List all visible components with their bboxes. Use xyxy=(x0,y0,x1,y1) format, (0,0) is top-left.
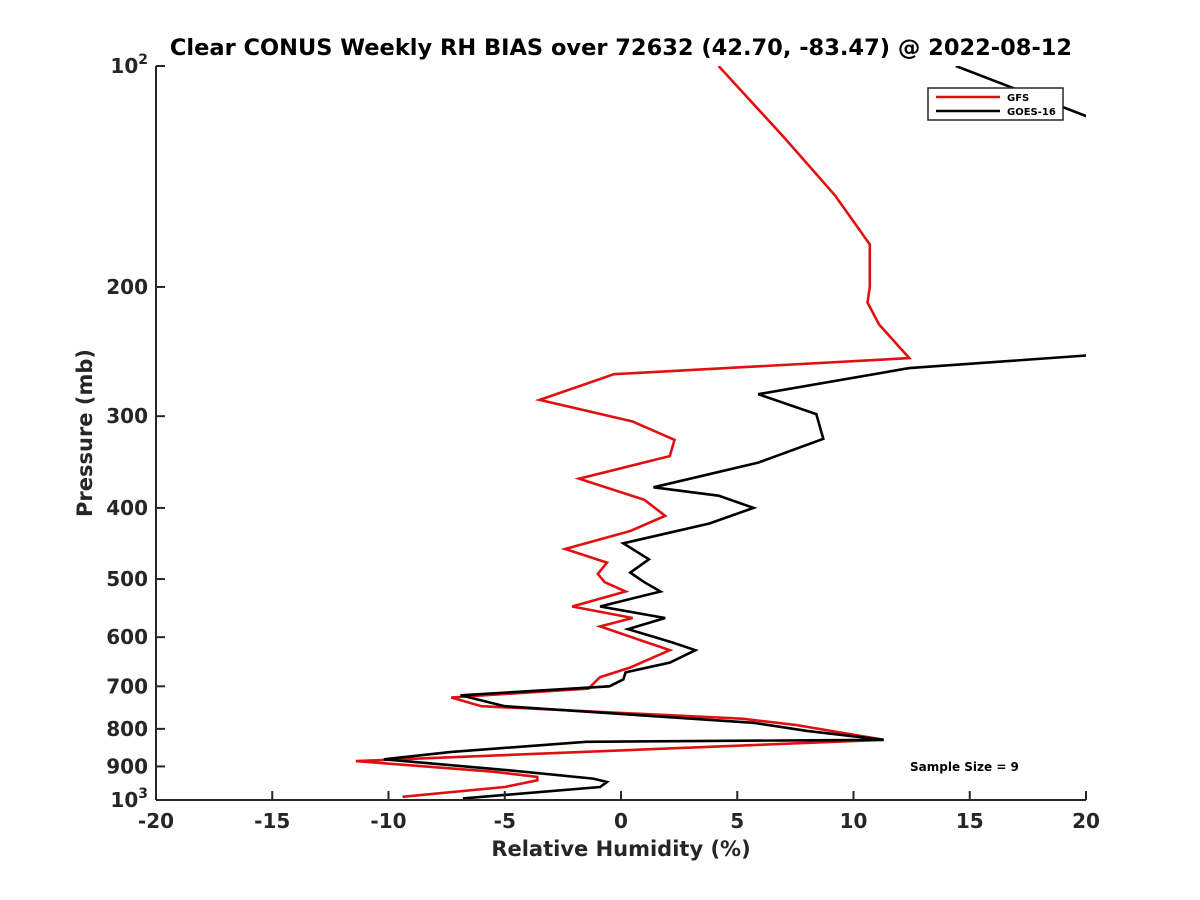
y-tick-label: 600 xyxy=(106,625,148,649)
x-tick-label: -5 xyxy=(494,809,516,833)
series-line-gfs xyxy=(355,66,913,799)
y-ticks: 102 200 300 400 500 600 700 800 900 103 xyxy=(106,52,165,812)
x-tick-label: 10 xyxy=(840,809,868,833)
legend-label-gfs: GFS xyxy=(1007,93,1029,104)
y-tick-label: 700 xyxy=(106,674,148,698)
plot-axes xyxy=(155,66,1086,801)
x-tick-label: 0 xyxy=(614,809,628,833)
chart-title: Clear CONUS Weekly RH BIAS over 72632 (4… xyxy=(170,35,1072,61)
legend-box xyxy=(927,87,1064,121)
y-tick-label: 102 xyxy=(110,52,148,78)
series-layer xyxy=(355,66,1086,800)
x-tick-label: -20 xyxy=(138,809,174,833)
x-tick-label: -10 xyxy=(370,809,406,833)
x-tick-label: 5 xyxy=(730,809,744,833)
legend-entries: GFS GOES-16 xyxy=(936,93,1056,118)
y-tick-label: 900 xyxy=(106,754,148,778)
y-tick-label: 500 xyxy=(106,567,148,591)
y-tick-label: 800 xyxy=(106,717,148,741)
sample-size-annotation: Sample Size = 9 xyxy=(910,760,1019,774)
legend: GFS GOES-16 xyxy=(927,87,1064,121)
x-ticks: -20 -15 -10 -5 0 5 10 15 20 xyxy=(138,791,1100,833)
y-tick-label: 200 xyxy=(106,275,148,299)
y-tick-label: 300 xyxy=(106,404,148,428)
x-tick-label: 15 xyxy=(956,809,984,833)
legend-label-goes-16: GOES-16 xyxy=(1007,107,1056,118)
x-tick-label: 20 xyxy=(1072,809,1100,833)
x-axis-label: Relative Humidity (%) xyxy=(491,837,750,861)
y-tick-label: 103 xyxy=(110,786,148,812)
series-line-goes-16 xyxy=(383,66,1086,800)
x-tick-label: -15 xyxy=(254,809,290,833)
y-tick-label: 400 xyxy=(106,496,148,520)
y-axis-label: Pressure (mb) xyxy=(73,349,97,517)
